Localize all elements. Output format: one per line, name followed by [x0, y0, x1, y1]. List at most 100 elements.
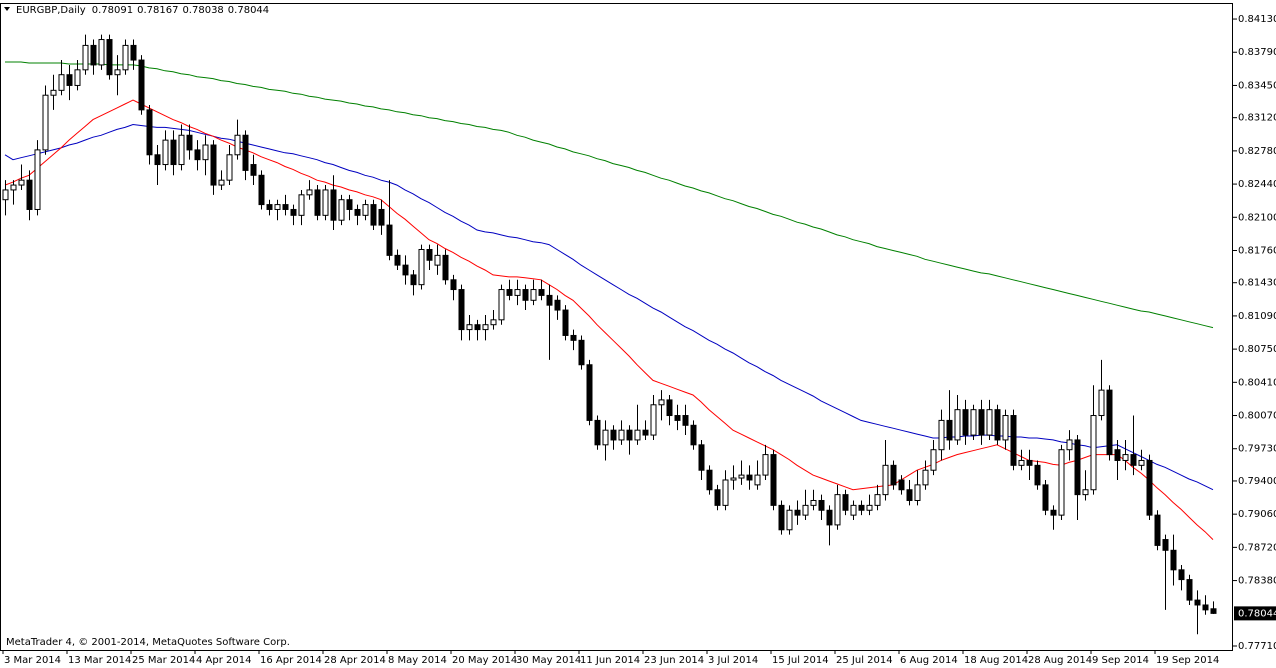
candle-body [522, 289, 529, 301]
price-box-label: 0.78044 [1238, 608, 1276, 619]
candle-body [578, 339, 585, 366]
header-close: 0.78044 [228, 5, 269, 16]
menu-arrow[interactable] [4, 7, 10, 11]
candle-body [1114, 449, 1121, 461]
candle-body [1018, 459, 1025, 466]
candle-body [18, 179, 25, 186]
candle-body [1002, 415, 1009, 441]
candle-body [594, 419, 601, 446]
candle-body [810, 499, 817, 506]
x-tick-label: 3 Mar 2014 [4, 655, 61, 666]
candle-body [874, 494, 881, 506]
candle-body [538, 289, 545, 296]
candle-body [970, 409, 977, 436]
candle-body [282, 204, 289, 210]
candle-body [962, 409, 969, 436]
x-tick-label: 18 Aug 2014 [964, 655, 1028, 666]
candle-body [210, 144, 217, 186]
candle-body [634, 429, 641, 441]
candle-body [82, 44, 89, 71]
x-tick-label: 6 Aug 2014 [900, 655, 958, 666]
candle-body [42, 94, 49, 151]
candle-body [730, 477, 737, 481]
candle-body [842, 494, 849, 511]
candle-body [1122, 454, 1129, 461]
candle-body [1026, 459, 1033, 466]
candle-body [978, 409, 985, 436]
candle-body [186, 134, 193, 151]
candle-body [698, 444, 705, 471]
candle-body [90, 44, 97, 66]
x-tick-label: 15 Jul 2014 [772, 655, 829, 666]
candle-body [754, 474, 761, 486]
candle-body [922, 469, 929, 486]
candle-body [2, 189, 9, 201]
candle-body [466, 324, 473, 331]
candle-body [1202, 604, 1209, 611]
y-tick-label: 0.83450 [1238, 80, 1276, 91]
footer: MetaTrader 4, © 2001-2014, MetaQuotes So… [6, 637, 290, 648]
candle-body [618, 429, 625, 441]
candle-body [770, 454, 777, 506]
candle-body [1090, 415, 1097, 491]
candle-body [930, 449, 937, 471]
candle-body [474, 324, 481, 331]
y-tick-label: 0.80410 [1238, 377, 1276, 388]
candle-body [906, 489, 913, 501]
candle-body [562, 309, 569, 336]
candle-body [850, 504, 857, 516]
header: EURGBP,Daily 0.78091 0.78167 0.78038 0.7… [16, 5, 269, 16]
candle-body [1010, 415, 1017, 466]
candle-body [1082, 489, 1089, 496]
candle-body [98, 39, 105, 66]
candle-body [866, 504, 873, 511]
candle-body [826, 509, 833, 526]
candle-body [818, 499, 825, 511]
x-tick-label: 13 Mar 2014 [68, 655, 131, 666]
candle-body [706, 469, 713, 491]
candle-body [426, 249, 433, 261]
candle-body [722, 479, 729, 506]
candle-body [570, 334, 577, 341]
price-box [1234, 606, 1276, 621]
x-tick-label: 3 Jul 2014 [708, 655, 758, 666]
candle-body [586, 364, 593, 421]
x-tick-label: 28 Aug 2014 [1028, 655, 1092, 666]
candle-body [1034, 464, 1041, 486]
candle-body [530, 289, 537, 301]
candle-body [738, 474, 745, 479]
moving-average-line [5, 61, 1214, 329]
candle-body [410, 274, 417, 286]
candle-body [914, 484, 921, 501]
candle-body [1106, 389, 1113, 456]
candle-body [658, 399, 665, 406]
candle-body [1186, 579, 1193, 601]
candle-body [1050, 509, 1057, 516]
candle-body [434, 254, 441, 266]
y-tick-label: 0.79730 [1238, 444, 1276, 455]
candle-body [314, 189, 321, 216]
candle-body [690, 424, 697, 446]
candle-body [610, 429, 617, 441]
x-tick-label: 25 Jul 2014 [836, 655, 893, 666]
y-tick-label: 0.82440 [1238, 179, 1276, 190]
candle-body [146, 109, 153, 156]
candle-body [130, 44, 137, 61]
candle-body [1042, 484, 1049, 511]
y-tick-label: 0.82100 [1238, 212, 1276, 223]
candle-body [354, 208, 361, 216]
candle-body [1146, 459, 1153, 516]
x-tick-label: 4 Apr 2014 [196, 655, 251, 666]
candle-body [666, 399, 673, 417]
candle-body [250, 164, 257, 176]
candle-body [226, 154, 233, 181]
candle-body [802, 504, 809, 516]
candle-body [362, 204, 369, 216]
candle-body [674, 415, 681, 421]
candle-body [490, 319, 497, 326]
y-tick-label: 0.82780 [1238, 146, 1276, 157]
candle-body [1058, 449, 1065, 516]
candle-body [1066, 439, 1073, 451]
